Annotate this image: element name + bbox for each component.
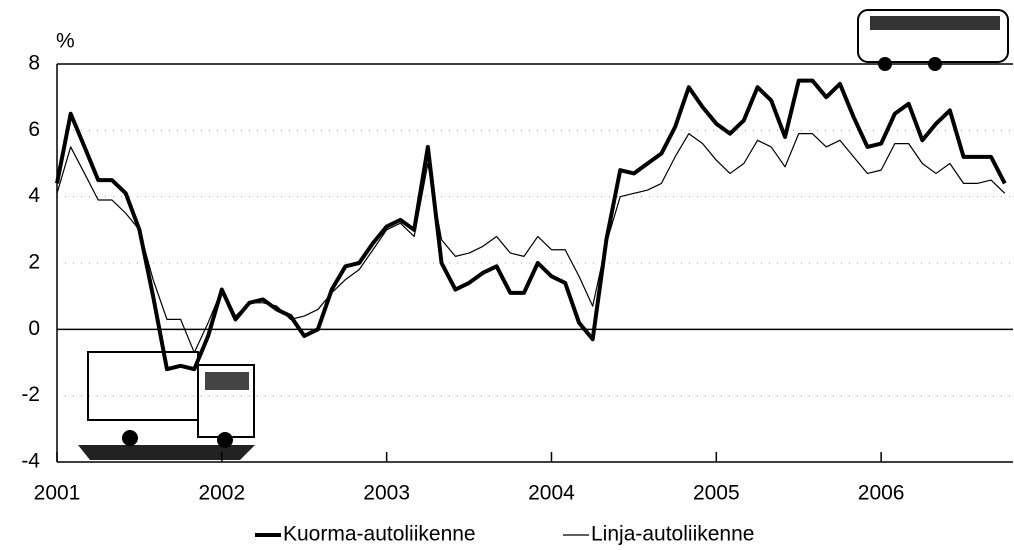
legend-label: Linja-autoliikenne — [591, 523, 754, 546]
y-tick-label: 0 — [28, 317, 40, 340]
y-tick-label: 6 — [28, 118, 40, 141]
y-tick-label: -2 — [21, 383, 40, 406]
chart: % -4 -2 0 2 4 6 8 2001 2002 2003 2004 2005 2006 Kuorm… — [0, 0, 1014, 550]
y-tick-label: 2 — [28, 251, 40, 274]
x-tick-label: 2005 — [693, 482, 740, 505]
y-tick-label: 4 — [28, 184, 40, 207]
bus-icon — [858, 10, 1008, 71]
x-tick-label: 2001 — [34, 482, 81, 505]
x-tick-label: 2006 — [858, 482, 905, 505]
series-line — [57, 81, 1005, 370]
page: % -4 -2 0 2 4 6 8 2001 2002 2003 2004 2005 2006 Kuorm… — [0, 0, 1014, 550]
x-tick-label: 2003 — [363, 482, 410, 505]
x-tick-label: 2002 — [198, 482, 245, 505]
y-tick-label: -4 — [21, 450, 40, 473]
y-unit: % — [56, 30, 75, 53]
y-tick-label: 8 — [28, 52, 40, 75]
legend-label: Kuorma-autoliikenne — [283, 523, 476, 546]
x-tick-label: 2004 — [528, 482, 575, 505]
series-line — [57, 134, 1005, 353]
